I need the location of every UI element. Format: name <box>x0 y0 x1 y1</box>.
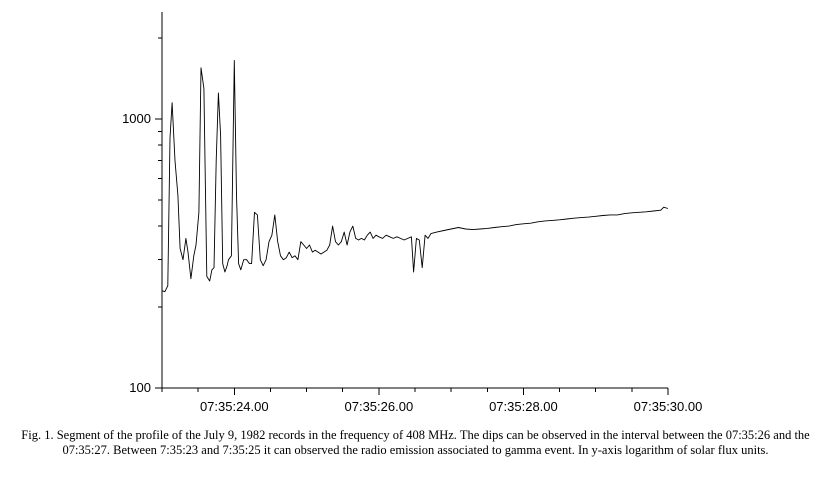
series-line <box>161 60 669 293</box>
x-tick-label: 07:35:26.00 <box>345 399 414 414</box>
line-chart: 100 1000 07:35:24.00 07:35:26.00 07:35:28.00… <box>122 12 702 414</box>
x-tick-label: 07:35:30.00 <box>634 399 703 414</box>
y-tick-label: 1000 <box>122 111 151 126</box>
x-tick-label: 07:35:28.00 <box>489 399 558 414</box>
figure-caption: Fig. 1. Segment of the profile of the Ju… <box>21 428 810 457</box>
x-tick-label: 07:35:24.00 <box>200 399 269 414</box>
chart-canvas: 100 1000 07:35:24.00 07:35:26.00 07:35:28.00… <box>122 12 702 414</box>
axes <box>155 12 669 395</box>
series-layer <box>161 60 669 293</box>
tick-labels: 100 1000 07:35:24.00 07:35:26.00 07:35:28.00… <box>122 111 702 414</box>
y-tick-label: 100 <box>129 380 151 395</box>
